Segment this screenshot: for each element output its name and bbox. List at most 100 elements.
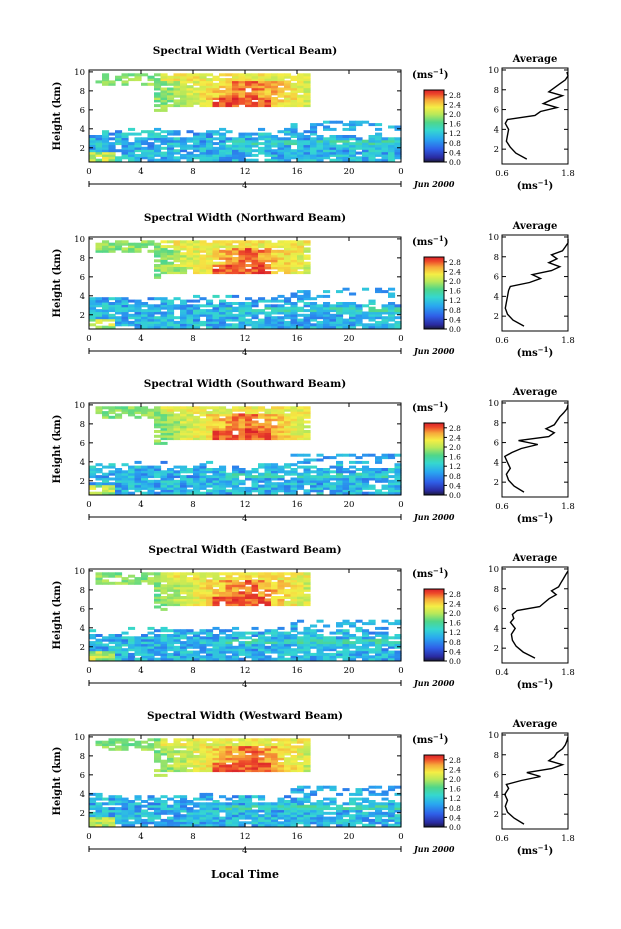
heatmap-cell: [232, 104, 240, 108]
heatmap-cell: [394, 142, 402, 146]
heatmap-cell: [303, 242, 311, 246]
heatmap-cell: [199, 427, 207, 431]
heatmap-cell: [186, 75, 194, 79]
heatmap-cell: [232, 422, 240, 426]
heatmap-cell: [394, 818, 402, 822]
heatmap-cell: [141, 643, 149, 647]
heatmap-cell: [147, 144, 155, 148]
heatmap-cell: [303, 266, 311, 270]
heatmap-cell: [134, 643, 142, 647]
heatmap-cell: [160, 413, 168, 417]
heatmap-cell: [264, 807, 272, 811]
heatmap-cell: [264, 97, 272, 100]
heatmap-cell: [102, 745, 110, 749]
heatmap-cell: [238, 762, 246, 765]
heatmap-cell: [180, 577, 188, 581]
heatmap-cell: [180, 807, 188, 811]
heatmap-cell: [95, 581, 103, 585]
heatmap-cell: [258, 579, 266, 583]
heatmap-cell: [238, 99, 246, 103]
heatmap-cell: [290, 411, 298, 415]
heatmap-cell: [102, 579, 110, 583]
heatmap-cell: [141, 309, 149, 313]
heatmap-cell: [219, 821, 227, 825]
heatmap-cell: [180, 757, 188, 761]
heatmap-cell: [310, 125, 318, 129]
heatmap-cell: [349, 472, 357, 476]
heatmap-cell: [199, 572, 207, 576]
heatmap-cell: [102, 146, 110, 150]
heatmap-cell: [303, 814, 311, 818]
heatmap-cell: [238, 316, 246, 320]
heatmap-cell: [186, 240, 194, 244]
heatmap-cell: [206, 600, 214, 604]
heatmap-cell: [199, 811, 207, 815]
heatmap-cell: [173, 743, 181, 747]
heatmap-cell: [342, 304, 350, 308]
heatmap-cell: [128, 477, 136, 481]
heatmap-cell: [95, 641, 103, 645]
heatmap-cell: [199, 596, 207, 599]
heatmap-cell: [284, 472, 292, 476]
heatmap-cell: [368, 144, 376, 148]
heatmap-cell: [108, 415, 116, 419]
heatmap-cell: [154, 108, 162, 112]
heatmap-cell: [284, 420, 292, 424]
heatmap-cell: [277, 591, 285, 595]
heatmap-cell: [147, 320, 155, 324]
heatmap-cell: [173, 256, 181, 260]
heatmap-cell: [108, 484, 116, 488]
heatmap-cell: [134, 325, 142, 329]
heatmap-cell: [310, 655, 318, 659]
heatmap-cell: [173, 247, 181, 251]
heatmap-cell: [329, 320, 337, 324]
heatmap-cell: [303, 572, 311, 576]
heatmap-cell: [251, 572, 259, 576]
heatmap-cell: [167, 430, 175, 433]
x-tick-label: 8: [190, 832, 195, 842]
heatmap-cell: [121, 747, 129, 751]
heatmap-cell: [251, 323, 259, 327]
heatmap-cell: [258, 650, 266, 654]
heatmap-cell: [329, 648, 337, 652]
heatmap-cell: [225, 797, 233, 801]
heatmap-cell: [199, 82, 207, 86]
heatmap-cell: [193, 598, 201, 602]
heatmap-cell: [180, 657, 188, 661]
heatmap-cell: [89, 802, 97, 806]
heatmap-cell: [303, 460, 311, 464]
heatmap-cell: [232, 323, 240, 327]
heatmap-cell: [245, 422, 253, 426]
heatmap-cell: [199, 463, 207, 467]
heatmap-cell: [173, 132, 181, 136]
heatmap-cell: [271, 807, 279, 811]
heatmap-cell: [271, 430, 279, 433]
heatmap-cell: [193, 422, 201, 426]
heatmap-cell: [388, 655, 396, 659]
heatmap-cell: [199, 747, 207, 751]
colorbar-tick-label: 1.2: [449, 628, 461, 637]
heatmap-cell: [167, 94, 175, 98]
heatmap-cell: [167, 311, 175, 315]
heatmap-cell: [388, 816, 396, 820]
heatmap-cell: [225, 78, 233, 82]
heatmap-cell: [316, 629, 324, 633]
heatmap-cell: [245, 572, 253, 576]
heatmap-cell: [251, 434, 259, 438]
x-tick-label: 0: [86, 500, 91, 510]
heatmap-cell: [323, 320, 331, 324]
heatmap-cell: [102, 465, 110, 469]
heatmap-cell: [303, 144, 311, 148]
average-profile-line: [509, 570, 569, 659]
heatmap-cell: [134, 323, 142, 327]
heatmap-cell: [375, 641, 383, 645]
heatmap-cell: [245, 472, 253, 476]
heatmap-cell: [284, 156, 292, 160]
heatmap-cell: [362, 823, 370, 827]
heatmap-cell: [193, 766, 201, 770]
heatmap-cell: [212, 769, 220, 773]
heatmap-cell: [147, 816, 155, 820]
heatmap-cell: [154, 268, 162, 272]
heatmap-cell: [225, 259, 233, 263]
heatmap-cell: [251, 579, 259, 583]
